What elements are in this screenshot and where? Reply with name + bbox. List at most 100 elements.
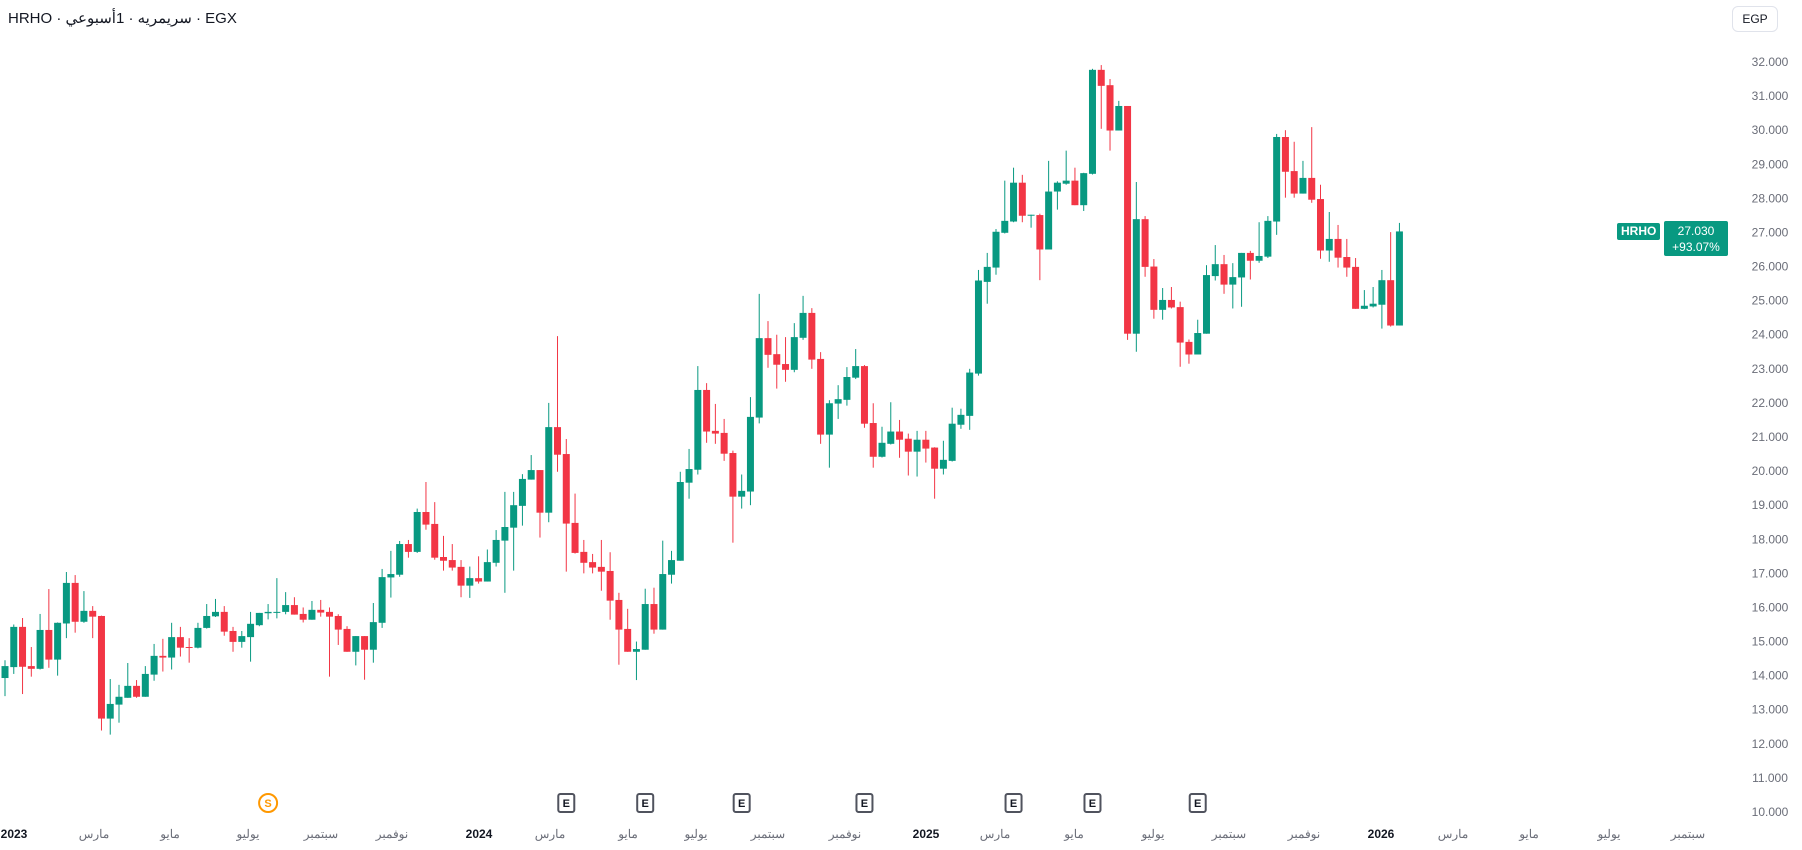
last-price-value: 27.030 bbox=[1677, 224, 1715, 238]
candle-body bbox=[983, 266, 991, 282]
candle-up bbox=[36, 613, 44, 670]
candle-down bbox=[71, 575, 79, 633]
candle-body bbox=[711, 430, 719, 434]
candle-body bbox=[238, 636, 246, 642]
candle-down bbox=[808, 308, 816, 369]
earnings-marker[interactable] bbox=[855, 793, 874, 813]
candle-up bbox=[247, 611, 255, 662]
earnings-icon[interactable]: E bbox=[1083, 793, 1102, 813]
time-tick-label: سبتمبر bbox=[1211, 827, 1246, 841]
earnings-icon[interactable]: E bbox=[636, 793, 655, 813]
earnings-icon[interactable]: E bbox=[855, 793, 874, 813]
candle-body bbox=[282, 605, 290, 612]
candle-down bbox=[317, 599, 325, 617]
candle-body bbox=[1264, 220, 1272, 257]
candle-body bbox=[562, 454, 570, 524]
candle-down bbox=[1097, 65, 1105, 129]
candle-body bbox=[203, 615, 211, 628]
candle-up bbox=[1088, 68, 1096, 175]
candle-body bbox=[27, 666, 35, 669]
candle-up bbox=[878, 426, 886, 458]
candle-body bbox=[536, 470, 544, 513]
earnings-marker[interactable] bbox=[1004, 793, 1023, 813]
candle-body bbox=[19, 626, 27, 667]
candle-body bbox=[887, 431, 895, 444]
earnings-marker[interactable] bbox=[557, 793, 576, 813]
candle-body bbox=[948, 423, 956, 461]
earnings-icon[interactable]: E bbox=[1004, 793, 1023, 813]
earnings-marker[interactable] bbox=[1083, 793, 1102, 813]
price-tick-label: 25.000 bbox=[1752, 294, 1789, 308]
candle-down bbox=[1290, 141, 1298, 198]
earnings-icon[interactable]: E bbox=[1188, 793, 1207, 813]
candle-down bbox=[1141, 216, 1149, 277]
candle-body bbox=[974, 280, 982, 374]
earnings-marker[interactable] bbox=[636, 793, 655, 813]
candle-up bbox=[939, 440, 947, 475]
candle-body bbox=[527, 470, 535, 480]
candle-up bbox=[1001, 180, 1009, 234]
dividend-marker[interactable] bbox=[258, 793, 279, 813]
candle-body bbox=[817, 358, 825, 435]
candle-body bbox=[1369, 303, 1377, 307]
candle-body bbox=[694, 389, 702, 470]
candle-body bbox=[1001, 220, 1009, 233]
price-axis[interactable]: 32.000 31.000 30.000 29.000 28.000 27.000 26.0… bbox=[1752, 55, 1789, 819]
candle-body bbox=[755, 338, 763, 418]
time-tick-label: 2026 bbox=[1368, 827, 1395, 841]
candle-body bbox=[483, 562, 491, 582]
candle-up bbox=[1062, 150, 1070, 185]
candle-up bbox=[211, 598, 219, 617]
candle-up bbox=[790, 323, 798, 373]
time-axis[interactable]: 2023 مارس مايو يوليو سبتمبر نوفمبر 2024 مارس ماي… bbox=[1, 827, 1706, 841]
earnings-icon[interactable]: E bbox=[732, 793, 751, 813]
candle-body bbox=[255, 612, 263, 626]
time-tick-label: مارس bbox=[535, 827, 566, 841]
candle-up bbox=[966, 368, 974, 430]
candle-down bbox=[1387, 232, 1395, 327]
candle-up bbox=[62, 572, 70, 639]
candle-body bbox=[738, 490, 746, 497]
earnings-marker[interactable] bbox=[732, 793, 751, 813]
candle-body bbox=[378, 577, 386, 623]
price-tick-label: 18.000 bbox=[1752, 532, 1789, 546]
candle-body bbox=[510, 505, 518, 528]
candle-body bbox=[220, 611, 228, 632]
currency-button[interactable]: EGP bbox=[1732, 6, 1778, 32]
candle-body bbox=[922, 439, 930, 449]
candle-up bbox=[1132, 182, 1140, 352]
candle-up bbox=[378, 568, 386, 628]
candle-body bbox=[45, 629, 53, 660]
price-tick-label: 12.000 bbox=[1752, 737, 1789, 751]
candle-up bbox=[518, 474, 526, 526]
candle-body bbox=[396, 544, 404, 575]
candle-down bbox=[1124, 105, 1132, 340]
candle-body bbox=[913, 439, 921, 452]
candle-down bbox=[615, 592, 623, 665]
price-tick-label: 31.000 bbox=[1752, 89, 1789, 103]
earnings-marker[interactable] bbox=[1188, 793, 1207, 813]
candle-up bbox=[1045, 160, 1053, 250]
candle-down bbox=[536, 470, 544, 538]
time-tick-label: 2024 bbox=[466, 827, 493, 841]
candle-body bbox=[1071, 180, 1079, 206]
candle-body bbox=[440, 557, 447, 561]
time-tick-label: سبتمبر bbox=[750, 827, 785, 841]
candle-up bbox=[668, 550, 676, 584]
earnings-icon[interactable]: E bbox=[557, 793, 576, 813]
candle-body bbox=[1106, 85, 1114, 131]
candle-body bbox=[1097, 69, 1105, 86]
candle-down bbox=[1036, 213, 1044, 281]
candle-down bbox=[431, 502, 439, 560]
candle-down bbox=[404, 539, 412, 558]
candle-up bbox=[80, 591, 88, 623]
time-tick-label: 2025 bbox=[913, 827, 940, 841]
candle-down bbox=[1106, 79, 1114, 151]
candle-body bbox=[466, 578, 474, 586]
candle-up bbox=[396, 540, 404, 577]
candle-body bbox=[1036, 215, 1044, 250]
dividend-icon[interactable]: S bbox=[258, 793, 279, 813]
candle-body bbox=[141, 673, 149, 697]
